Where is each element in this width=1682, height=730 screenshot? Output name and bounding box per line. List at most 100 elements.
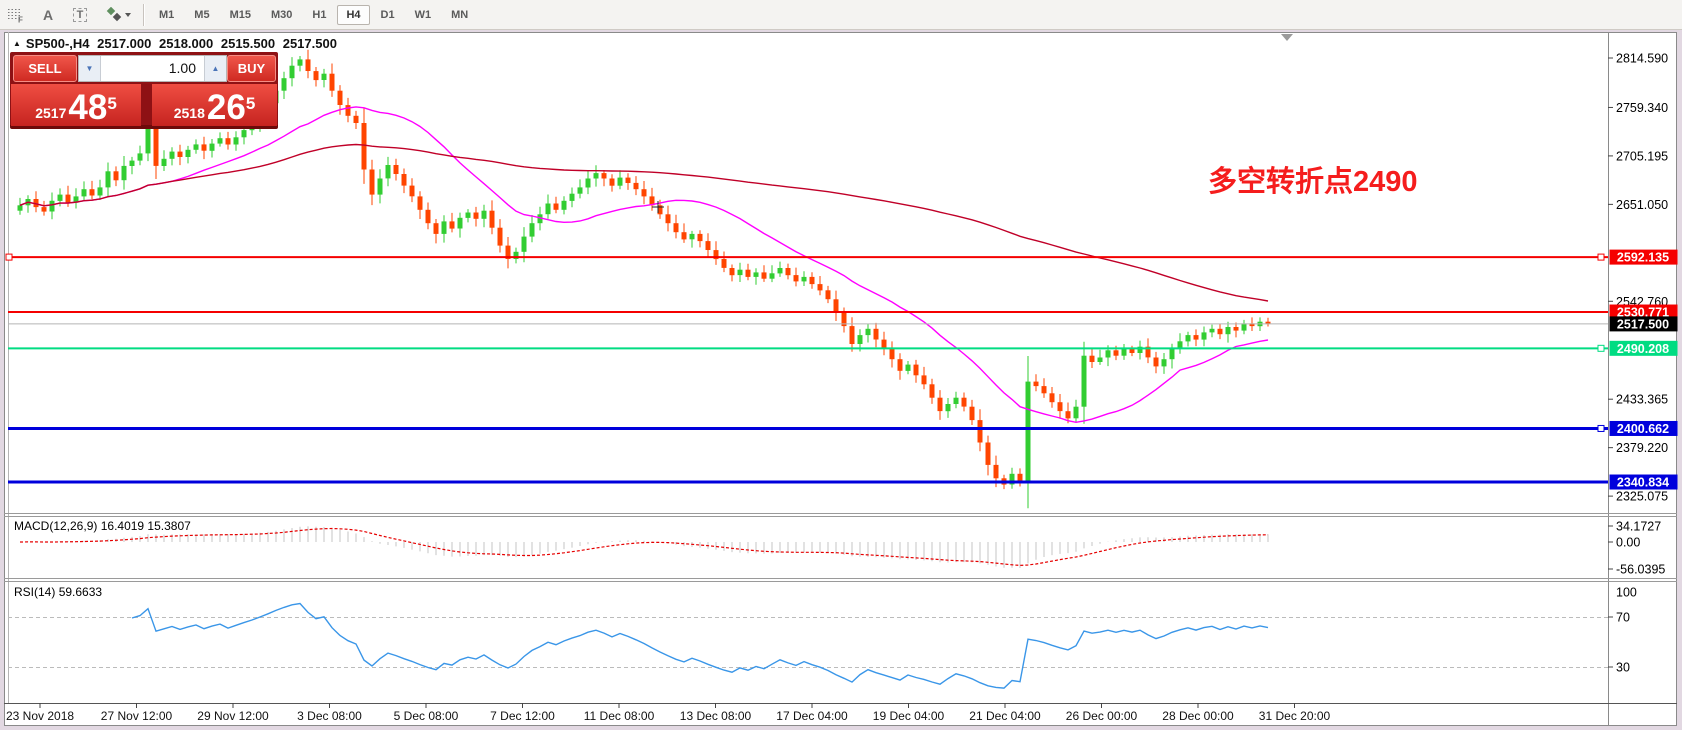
label-tool-button[interactable]: T bbox=[65, 3, 95, 27]
date-axis-label: 29 Nov 12:00 bbox=[197, 709, 269, 723]
buy-price-big: 26 bbox=[206, 88, 246, 127]
volume-increase-button[interactable]: ▲ bbox=[204, 56, 226, 81]
macd-axis-label: 0.00 bbox=[1616, 536, 1640, 550]
toolbar: F A T M1 M5 M15 M30 H1 H4 D1 W1 MN bbox=[0, 0, 1682, 30]
date-axis-label: 7 Dec 12:00 bbox=[490, 709, 555, 723]
timeframe-button-D1[interactable]: D1 bbox=[380, 8, 395, 21]
ohlc-close: 2517.500 bbox=[282, 36, 337, 51]
macd-values: 16.4019 15.3807 bbox=[100, 519, 191, 533]
rsi-label: RSI(14) 59.6633 bbox=[14, 585, 103, 599]
timeframe-button-M15[interactable]: M15 bbox=[229, 8, 251, 21]
symbol-timeframe: SP500-,H4 bbox=[25, 36, 90, 51]
ma-fast bbox=[19, 106, 1269, 424]
price-badge-label: 2490.208 bbox=[1617, 342, 1669, 356]
buy-price-display[interactable]: 2518 26 5 bbox=[152, 84, 277, 126]
rsi-axis-label: 100 bbox=[1616, 586, 1637, 600]
rsi-value: 59.6633 bbox=[58, 585, 103, 599]
ohlc-open: 2517.000 bbox=[97, 36, 152, 51]
date-axis-label: 3 Dec 08:00 bbox=[297, 709, 362, 723]
price-badge bbox=[1609, 304, 1678, 320]
date-axis-label: 31 Dec 20:00 bbox=[1259, 709, 1331, 723]
timeframe-button-M1[interactable]: M1 bbox=[159, 8, 175, 21]
macd-label: MACD(12,26,9) 16.4019 15.3807 bbox=[14, 519, 191, 533]
price-badge-label: 2530.771 bbox=[1617, 306, 1669, 320]
price-axis-label: 2379.220 bbox=[1616, 441, 1668, 455]
timeframe-button-W1[interactable]: W1 bbox=[414, 8, 432, 21]
rsi-line bbox=[131, 602, 1269, 689]
price-axis: 2814.5902759.3402705.1952651.0502542.760… bbox=[1608, 52, 1678, 504]
volume-spinner: ▼ 1.00 ▲ bbox=[78, 55, 227, 82]
sell-price-big: 48 bbox=[68, 88, 108, 127]
rsi-axis-label: 70 bbox=[1616, 611, 1630, 625]
buy-button[interactable]: BUY bbox=[227, 55, 276, 82]
sell-price-display[interactable]: 2517 48 5 bbox=[11, 84, 141, 126]
chart-frame bbox=[4, 32, 1677, 726]
level-lines-layer bbox=[5, 253, 1608, 484]
fibonacci-tool-button[interactable]: F bbox=[1, 3, 31, 27]
price-badge-label: 2517.500 bbox=[1617, 317, 1669, 331]
date-axis-label: 27 Nov 12:00 bbox=[101, 709, 173, 723]
line-anchor-marker bbox=[1597, 344, 1605, 352]
date-axis-label: 5 Dec 08:00 bbox=[394, 709, 459, 723]
price-axis-label: 2759.340 bbox=[1616, 101, 1668, 115]
chart-symbol-header: ▲ SP500-,H4 2517.000 2518.000 2515.500 25… bbox=[13, 36, 341, 51]
macd-axis-label: -56.0395 bbox=[1616, 563, 1665, 577]
label-icon: T bbox=[72, 7, 88, 22]
timeframe-button-M5[interactable]: M5 bbox=[194, 8, 210, 21]
price-badge-label: 2400.662 bbox=[1617, 422, 1669, 436]
volume-decrease-button[interactable]: ▼ bbox=[79, 56, 101, 81]
macd-axis-label: 34.1727 bbox=[1616, 520, 1661, 534]
one-click-trading-panel: SELL ▼ 1.00 ▲ BUY 2517 48 5 2518 26 5 bbox=[10, 52, 278, 129]
price-axis-label: 2325.075 bbox=[1616, 490, 1668, 504]
price-badge bbox=[1609, 249, 1678, 265]
price-axis-label: 2651.050 bbox=[1616, 198, 1668, 212]
date-axis-label: 11 Dec 08:00 bbox=[584, 709, 655, 723]
price-badge bbox=[1609, 420, 1678, 436]
line-anchor-marker bbox=[1597, 253, 1605, 261]
timeframe-button-M30[interactable]: M30 bbox=[270, 8, 293, 21]
date-axis: 23 Nov 2018 27 Nov 12:00 29 Nov 12:00 3 Dec… bbox=[6, 703, 1331, 723]
price-badge bbox=[1609, 340, 1678, 356]
price-badge bbox=[1609, 474, 1678, 490]
price-badge-label: 2340.834 bbox=[1617, 476, 1669, 490]
price-axis-label: 2705.195 bbox=[1616, 149, 1668, 163]
macd-pane: 34.1727 0.00 -56.0395 bbox=[19, 520, 1665, 577]
svg-text:F: F bbox=[18, 15, 23, 23]
text-tool-button[interactable]: A bbox=[33, 3, 63, 27]
price-axis-label: 2433.365 bbox=[1616, 393, 1668, 407]
macd-signal-line bbox=[19, 527, 1269, 567]
toolbar-separator bbox=[143, 3, 144, 26]
rsi-pane: 100 70 30 bbox=[8, 586, 1637, 689]
shapes-tool-button[interactable] bbox=[97, 3, 137, 27]
sell-price-main: 2517 bbox=[35, 105, 67, 121]
shapes-icon bbox=[106, 6, 131, 21]
rsi-axis-label: 30 bbox=[1616, 661, 1630, 675]
date-axis-label: 28 Dec 00:00 bbox=[1162, 709, 1234, 723]
drawing-tools-group: F A T bbox=[0, 0, 138, 29]
date-axis-label: 26 Dec 00:00 bbox=[1066, 709, 1138, 723]
timeframe-button-H4[interactable]: H4 bbox=[337, 4, 370, 25]
timeframe-button-MN[interactable]: MN bbox=[451, 8, 469, 21]
timeframe-button-H1[interactable]: H1 bbox=[312, 8, 327, 21]
date-axis-label: 17 Dec 04:00 bbox=[776, 709, 848, 723]
buy-price-main: 2518 bbox=[173, 105, 205, 121]
price-badge bbox=[1609, 316, 1678, 332]
date-axis-label: 13 Dec 08:00 bbox=[680, 709, 752, 723]
line-anchor-marker bbox=[1597, 424, 1605, 432]
volume-input[interactable]: 1.00 bbox=[168, 60, 196, 76]
sell-button[interactable]: SELL bbox=[13, 55, 77, 82]
crosshair-cursor bbox=[652, 201, 664, 213]
timeframes-group: M1 M5 M15 M30 H1 H4 D1 W1 MN bbox=[149, 0, 478, 29]
moving-averages-layer bbox=[19, 106, 1269, 424]
line-anchor-marker bbox=[5, 253, 13, 261]
sell-price-sup: 5 bbox=[107, 94, 117, 113]
date-axis-label: 23 Nov 2018 bbox=[6, 709, 74, 723]
date-axis-label: 21 Dec 04:00 bbox=[969, 709, 1041, 723]
price-badge-label: 2592.135 bbox=[1617, 251, 1669, 265]
date-axis-label: 19 Dec 04:00 bbox=[873, 709, 945, 723]
chart-shift-marker-icon[interactable] bbox=[1281, 34, 1293, 41]
collapse-triangle-icon[interactable]: ▲ bbox=[13, 39, 21, 48]
buy-price-sup: 5 bbox=[245, 94, 256, 113]
ohlc-high: 2518.000 bbox=[159, 36, 214, 51]
